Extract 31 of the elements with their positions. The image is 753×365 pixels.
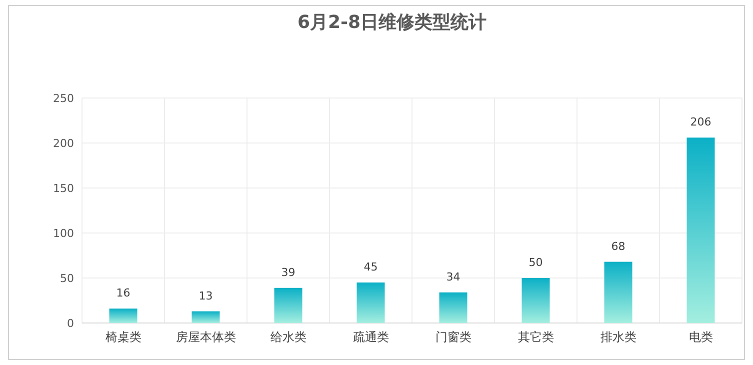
data-label: 13 [198,289,213,302]
x-tick-label: 其它类 [518,330,554,344]
x-tick-label: 房屋本体类 [176,330,236,344]
bar [522,278,550,323]
data-label: 34 [446,270,460,284]
data-label: 16 [116,286,130,300]
bar [192,311,220,323]
y-tick-label: 250 [53,92,74,105]
bar [604,262,632,323]
data-label: 50 [528,256,543,269]
y-tick-label: 150 [53,182,74,195]
x-tick-label: 疏通类 [352,330,389,344]
data-label: 206 [690,116,712,129]
bar [686,138,715,323]
y-tick-label: 0 [67,317,74,330]
data-label: 39 [281,266,296,279]
x-tick-label: 给水类 [270,330,306,344]
data-label: 68 [611,240,626,253]
x-tick-label: 椅桌类 [105,330,142,344]
chart-title: 6月2-8日维修类型统计 [297,12,487,33]
y-tick-label: 50 [60,272,74,285]
bar [356,282,385,323]
bar [439,292,468,323]
y-tick-label: 100 [53,227,74,240]
data-label: 45 [364,260,378,274]
x-tick-label: 门窗类 [435,330,472,344]
x-tick-label: 排水类 [600,330,636,344]
y-tick-label: 200 [53,137,74,150]
bar [274,288,302,323]
x-tick-label: 电类 [688,330,713,344]
bar [109,308,138,323]
